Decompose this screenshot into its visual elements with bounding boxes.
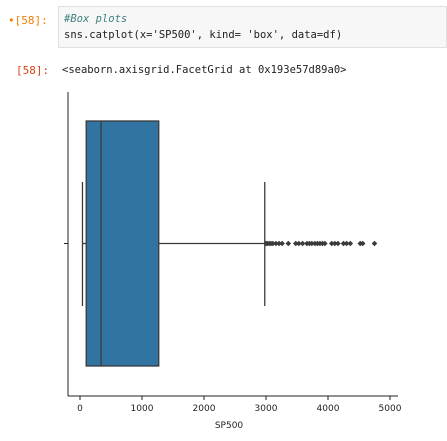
iqr-box [85, 120, 160, 367]
outlier-point [371, 240, 378, 247]
outlier-point [296, 240, 302, 247]
outlier-point [276, 240, 282, 247]
x-tick-label: 4000 [317, 404, 340, 414]
outlier-point [340, 240, 347, 247]
outlier-point [279, 240, 285, 247]
input-prompt: •[58]: [8, 14, 60, 27]
outlier-point [299, 240, 306, 247]
outlier-point [270, 240, 276, 247]
output-text: <seaborn.axisgrid.FacetGrid at 0x193e57d… [62, 64, 347, 76]
input-cell[interactable]: •[58]: #Box plots sns.catplot(x='SP500',… [0, 6, 447, 48]
x-tick-label: 5000 [379, 404, 402, 414]
outlier-point [309, 240, 315, 247]
output-cell: [58]: <seaborn.axisgrid.FacetGrid at 0x1… [0, 64, 447, 80]
plot-axes: 0 1000 2000 3000 4000 5000 [64, 92, 402, 414]
x-tick-label: 0 [77, 404, 83, 414]
outlier-point [328, 240, 335, 247]
outlier-point [292, 240, 299, 247]
outlier-point [343, 240, 350, 247]
x-axis-label: SP500 [215, 421, 244, 431]
outlier-point [273, 240, 279, 247]
x-tick-label: 1000 [131, 404, 154, 414]
output-prompt: [58]: [16, 64, 50, 77]
outlier-point [332, 240, 338, 247]
code-editor[interactable]: #Box plots sns.catplot(x='SP500', kind= … [58, 6, 447, 48]
plot-marks [81, 120, 378, 367]
input-prompt-label: [58]: [14, 14, 48, 27]
outlier-point [335, 240, 341, 247]
x-tick-label: 2000 [193, 404, 216, 414]
modified-dot-icon: • [8, 14, 15, 27]
outlier-point [322, 240, 328, 247]
outlier-point [359, 240, 366, 247]
x-tick-label: 3000 [255, 404, 278, 414]
outlier-point [285, 240, 292, 247]
code-comment: #Box plots [64, 13, 128, 25]
code-line: sns.catplot(x='SP500', kind= 'box', data… [64, 29, 343, 41]
outlier-point [347, 240, 354, 247]
